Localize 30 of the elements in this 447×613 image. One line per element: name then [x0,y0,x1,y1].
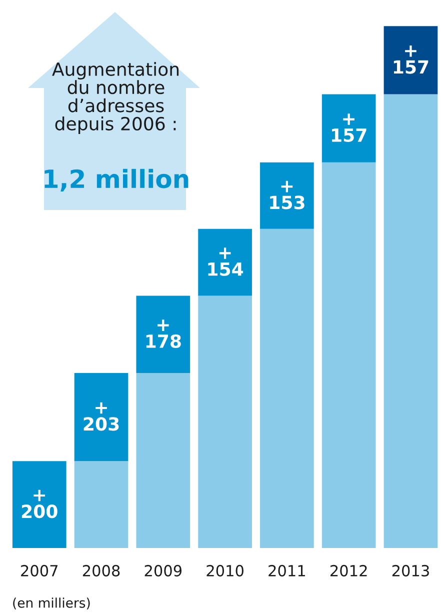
bar [322,162,376,548]
bar [136,373,190,548]
data-label: + 200 [22,490,58,518]
data-label: + 154 [208,248,244,276]
bar [384,26,438,94]
x-tick-label: 2013 [392,564,429,576]
annotation: Augmentation du nombre d’adresses depuis 2006 : [52,62,179,134]
bar [74,373,128,462]
x-tick-label: 2008 [82,564,120,576]
x-tick-label: 2007 [21,564,58,576]
bar [384,94,438,548]
data-label: + 153 [270,180,304,210]
annotation: 1,2 million [44,168,188,192]
text: (en milliers) [13,598,90,610]
bar [74,461,128,548]
bar [260,162,314,229]
bar [12,461,66,548]
x-tick-label: 2010 [206,564,244,576]
x-tick-label: 2012 [330,564,367,576]
bar [322,94,376,162]
data-label: + 203 [84,402,119,431]
bar [198,228,252,296]
bar [260,228,314,548]
data-label: + 157 [332,114,366,142]
data-label: + 178 [146,320,181,348]
x-tick-label: 2011 [268,564,305,576]
data-label: + 157 [394,45,428,74]
bar [136,296,190,374]
bar [198,296,252,548]
x-tick-label: 2009 [144,564,182,576]
